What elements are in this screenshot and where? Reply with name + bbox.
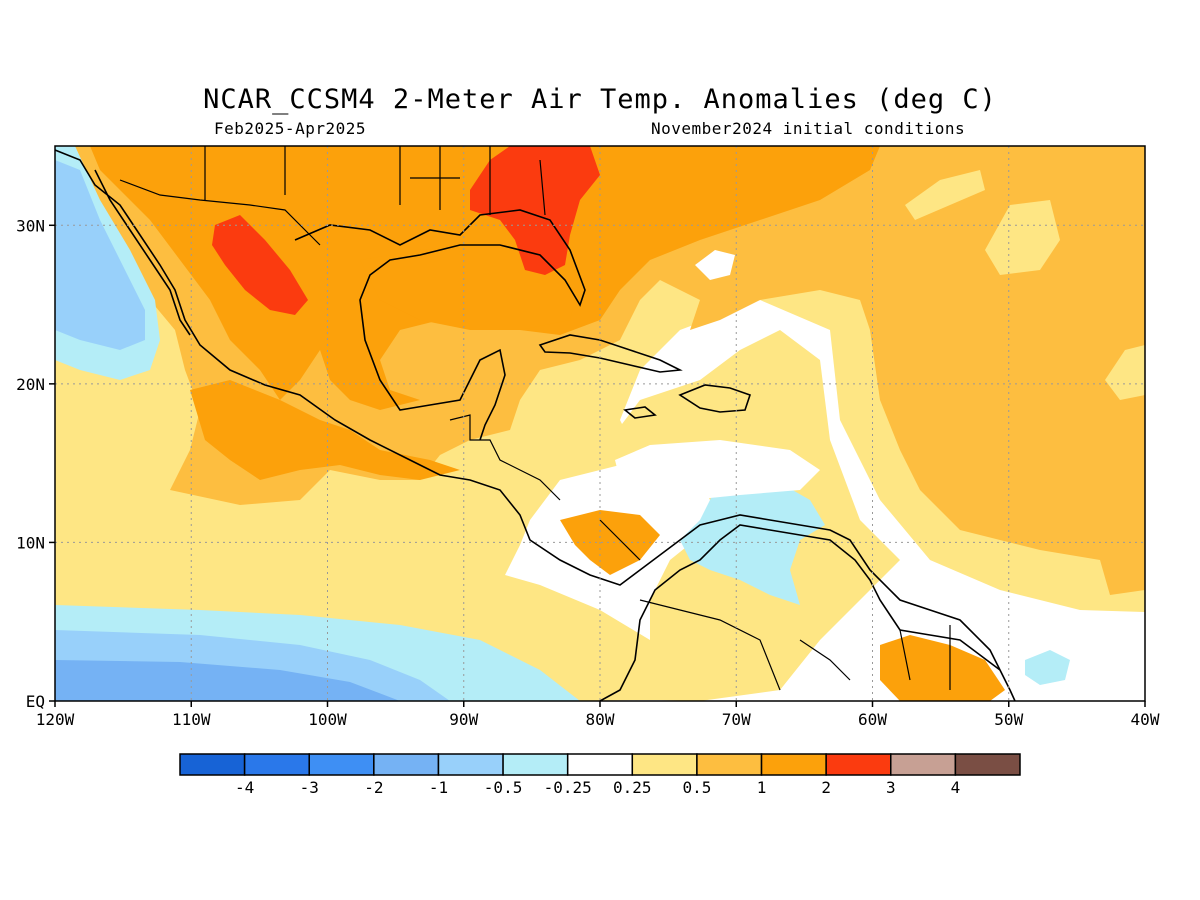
anomaly-region-light-yellow-northeast (905, 170, 985, 220)
longitude-axis: 120W 110W 100W 90W 80W 70W 60W 50W 40W (36, 701, 1160, 729)
colorbar-swatch (825, 753, 892, 776)
colorbar: -4 -3 -2 -1 -0.5 -0.25 0.25 0.5 1 2 3 4 (179, 753, 1021, 797)
anomaly-region-neutral-bermuda (695, 250, 735, 280)
anomaly-region-cyan-caribbean (680, 475, 825, 605)
colorbar-swatch (696, 753, 763, 776)
anomaly-region-cyan-atlantic (1025, 650, 1070, 685)
colorbar-swatch (437, 753, 504, 776)
anomaly-region-blue-equator (55, 660, 400, 701)
political-borders (119, 146, 951, 691)
colorbar-swatch (179, 753, 246, 776)
colorbar-label: -0.25 (544, 778, 592, 797)
lat-tick-label: 20N (16, 375, 45, 394)
coastline-cuba (538, 334, 683, 373)
colorbar-label: 2 (821, 778, 831, 797)
colorbar-swatch (502, 753, 569, 776)
colorbar-label: 1 (757, 778, 767, 797)
anomaly-region-red-southeast-us (470, 146, 600, 275)
colorbar-swatch (243, 753, 310, 776)
colorbar-label: -1 (429, 778, 448, 797)
lon-tick-label: 40W (1131, 710, 1160, 729)
latitude-axis: EQ 10N 20N 30N (16, 216, 55, 711)
colorbar-label: 0.5 (682, 778, 711, 797)
anomaly-region-neutral-caribbean (615, 440, 820, 500)
lon-tick-label: 70W (722, 710, 751, 729)
border-us-states (204, 146, 546, 216)
colorbar-label: 0.25 (613, 778, 652, 797)
border-south-america (639, 599, 951, 691)
colorbar-label: 4 (951, 778, 961, 797)
coastline-north-america (55, 149, 1016, 701)
lon-tick-label: 60W (858, 710, 887, 729)
lon-tick-label: 50W (994, 710, 1023, 729)
colorbar-swatch (308, 753, 375, 776)
colorbar-swatch (890, 753, 957, 776)
lon-tick-label: 80W (586, 710, 615, 729)
lon-tick-label: 110W (172, 710, 211, 729)
colorbar-label: 3 (886, 778, 896, 797)
anomaly-region-orange-guiana (880, 635, 1005, 701)
coastline-hispaniola (678, 384, 752, 413)
lon-tick-label: 120W (36, 710, 75, 729)
anomaly-region-light-yellow-east-2 (1105, 345, 1145, 400)
anomaly-region-orange-panama (560, 510, 660, 575)
anomaly-region-orange-south-mexico (190, 380, 460, 480)
border-central-america (449, 414, 641, 561)
coastline-jamaica (623, 406, 657, 419)
initial-conditions-note: November2024 initial conditions (651, 119, 966, 138)
anomaly-region-light-yellow-east (985, 200, 1060, 275)
colorbar-swatch (631, 753, 698, 776)
lat-tick-label: EQ (26, 692, 45, 711)
grid-lines (55, 146, 1145, 701)
colorbar-swatch (760, 753, 827, 776)
anomaly-region-lightblue-west (55, 160, 145, 350)
colorbar-label: -0.5 (484, 778, 523, 797)
lat-tick-label: 30N (16, 216, 45, 235)
colorbar-swatch (373, 753, 440, 776)
forecast-period: Feb2025-Apr2025 (214, 119, 366, 138)
colorbar-swatch (954, 753, 1021, 776)
coastlines (55, 149, 1016, 701)
map-title: NCAR_CCSM4 2-Meter Air Temp. Anomalies (… (203, 84, 997, 115)
border-us-mexico (119, 179, 321, 246)
coastline-baja (94, 169, 191, 336)
colorbar-swatch (566, 753, 634, 776)
lat-tick-label: 10N (16, 533, 45, 552)
lon-tick-label: 100W (308, 710, 347, 729)
lon-tick-label: 90W (449, 710, 478, 729)
anomaly-region-red-mexico (212, 215, 308, 315)
colorbar-label: -3 (300, 778, 319, 797)
colorbar-label: -2 (364, 778, 383, 797)
colorbar-label: -4 (235, 778, 254, 797)
